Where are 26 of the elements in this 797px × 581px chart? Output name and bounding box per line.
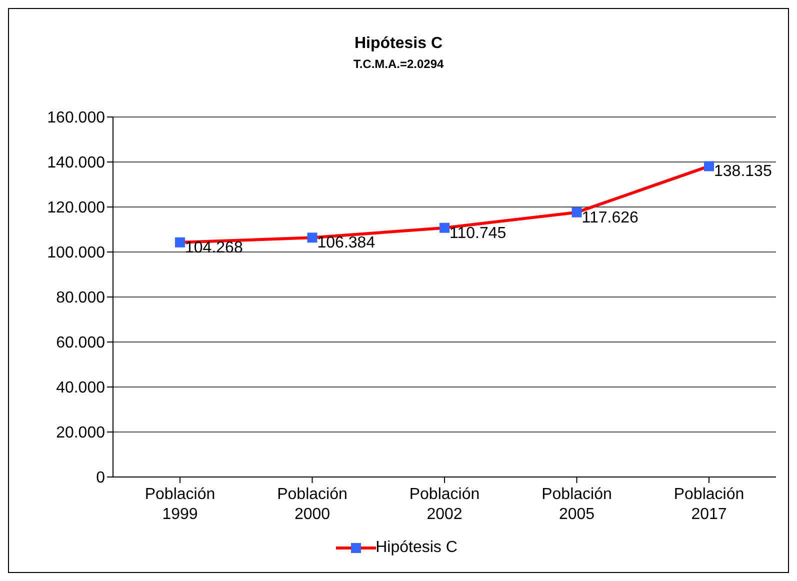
data-label: 110.745 bbox=[450, 224, 506, 242]
point bbox=[440, 222, 450, 233]
point bbox=[704, 161, 714, 172]
y-tick-label: 60.000 bbox=[56, 334, 106, 352]
data-label: 106.384 bbox=[317, 234, 376, 252]
y-tick-label: 100.000 bbox=[47, 244, 106, 262]
chart-subtitle: T.C.M.A.=2.0294 bbox=[352, 57, 445, 71]
x-tick-label: Población 2017 bbox=[674, 486, 744, 523]
point bbox=[307, 232, 318, 243]
data-label: 117.626 bbox=[582, 209, 638, 226]
point bbox=[175, 237, 185, 248]
point bbox=[572, 207, 582, 218]
x-tick-label: Población 2000 bbox=[277, 486, 348, 523]
data-label: 138.135 bbox=[714, 163, 772, 180]
y-tick-label: 20.000 bbox=[56, 424, 106, 442]
x-tick-label: Población 2005 bbox=[542, 486, 612, 523]
y-tick-label: 0 bbox=[96, 470, 106, 487]
legend-label: Hipótesis C bbox=[374, 539, 458, 557]
y-tick-label: 120.000 bbox=[47, 200, 106, 217]
y-tick-label: 160.000 bbox=[47, 110, 106, 127]
y-tick-label: 80.000 bbox=[56, 290, 106, 307]
y-tick-label: 40.000 bbox=[56, 380, 106, 397]
y-tick-label: 140.000 bbox=[47, 154, 106, 172]
x-tick-label: Población 1999 bbox=[144, 486, 216, 523]
x-tick-label: Población 2002 bbox=[409, 486, 480, 523]
chart-title: Hipótesis C bbox=[353, 35, 444, 53]
